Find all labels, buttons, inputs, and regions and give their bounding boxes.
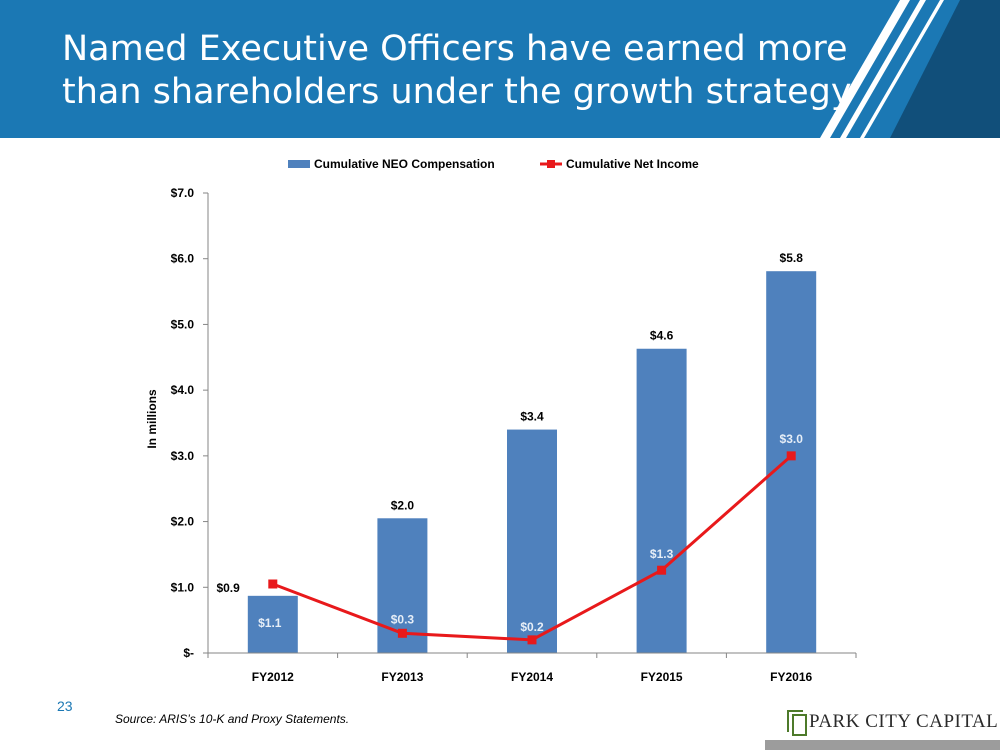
combo-chart: Cumulative NEO Compensation Cumulative Ne… bbox=[145, 157, 857, 684]
bar-fy2016 bbox=[766, 271, 817, 653]
line-data-label: $0.2 bbox=[520, 620, 544, 634]
chart-area: Cumulative NEO Compensation Cumulative Ne… bbox=[0, 138, 1000, 698]
slide-title: Named Executive Officers have earned mor… bbox=[62, 28, 852, 114]
slide-title-line-2: than shareholders under the growth strat… bbox=[62, 72, 852, 112]
y-tick-label: $5.0 bbox=[171, 317, 195, 331]
legend-swatch-neo-compensation bbox=[288, 160, 310, 168]
net-income-point-fy2014 bbox=[527, 635, 537, 645]
source-note: Source: ARIS’s 10-K and Proxy Statements… bbox=[115, 712, 350, 726]
y-tick-label: $3.0 bbox=[171, 449, 195, 463]
x-tick-label: FY2016 bbox=[770, 670, 812, 684]
x-tick-label: FY2014 bbox=[511, 670, 553, 684]
logo-text: PARK CITY CAPITAL bbox=[809, 711, 999, 732]
y-tick-label: $2.0 bbox=[171, 515, 195, 529]
net-income-point-fy2012 bbox=[268, 579, 278, 589]
line-data-label: $0.3 bbox=[391, 612, 415, 626]
bar-data-label: $4.6 bbox=[650, 329, 674, 343]
y-axis-title: In millions bbox=[145, 389, 159, 449]
legend-label-neo-compensation: Cumulative NEO Compensation bbox=[314, 157, 495, 171]
bar-fy2014 bbox=[507, 429, 557, 653]
bar-data-label: $0.9 bbox=[216, 581, 240, 595]
line-data-label: $1.1 bbox=[258, 616, 282, 630]
legend-label-net-income: Cumulative Net Income bbox=[566, 157, 699, 171]
page-number: 23 bbox=[57, 698, 73, 714]
y-tick-label: $1.0 bbox=[171, 580, 195, 594]
x-tick-label: FY2012 bbox=[252, 670, 294, 684]
title-banner: Named Executive Officers have earned mor… bbox=[0, 0, 1000, 138]
line-data-label: $1.3 bbox=[650, 547, 674, 561]
stripe-decoration bbox=[820, 0, 1000, 138]
bar-fy2012 bbox=[247, 595, 298, 653]
chart-legend: Cumulative NEO Compensation Cumulative Ne… bbox=[288, 157, 699, 171]
x-tick-label: FY2015 bbox=[641, 670, 683, 684]
legend-marker-net-income bbox=[547, 160, 555, 168]
net-income-point-fy2016 bbox=[786, 451, 796, 461]
net-income-point-fy2015 bbox=[657, 565, 667, 575]
bar-data-label: $3.4 bbox=[520, 410, 544, 424]
y-tick-label: $4.0 bbox=[171, 383, 195, 397]
logo-mark-icon bbox=[787, 710, 807, 736]
bar-data-label: $2.0 bbox=[391, 498, 415, 512]
footer-bar bbox=[765, 740, 1000, 750]
slide-title-line-1: Named Executive Officers have earned mor… bbox=[62, 29, 848, 69]
line-data-label: $3.0 bbox=[780, 432, 804, 446]
y-tick-label: $- bbox=[183, 646, 194, 660]
y-tick-label: $6.0 bbox=[171, 252, 195, 266]
bar-data-label: $5.8 bbox=[780, 251, 804, 265]
y-tick-label: $7.0 bbox=[171, 186, 195, 200]
bar-fy2015 bbox=[636, 348, 687, 653]
x-tick-label: FY2013 bbox=[381, 670, 423, 684]
net-income-point-fy2013 bbox=[397, 628, 407, 638]
park-city-capital-logo: PARK CITY CAPITAL bbox=[787, 704, 998, 740]
